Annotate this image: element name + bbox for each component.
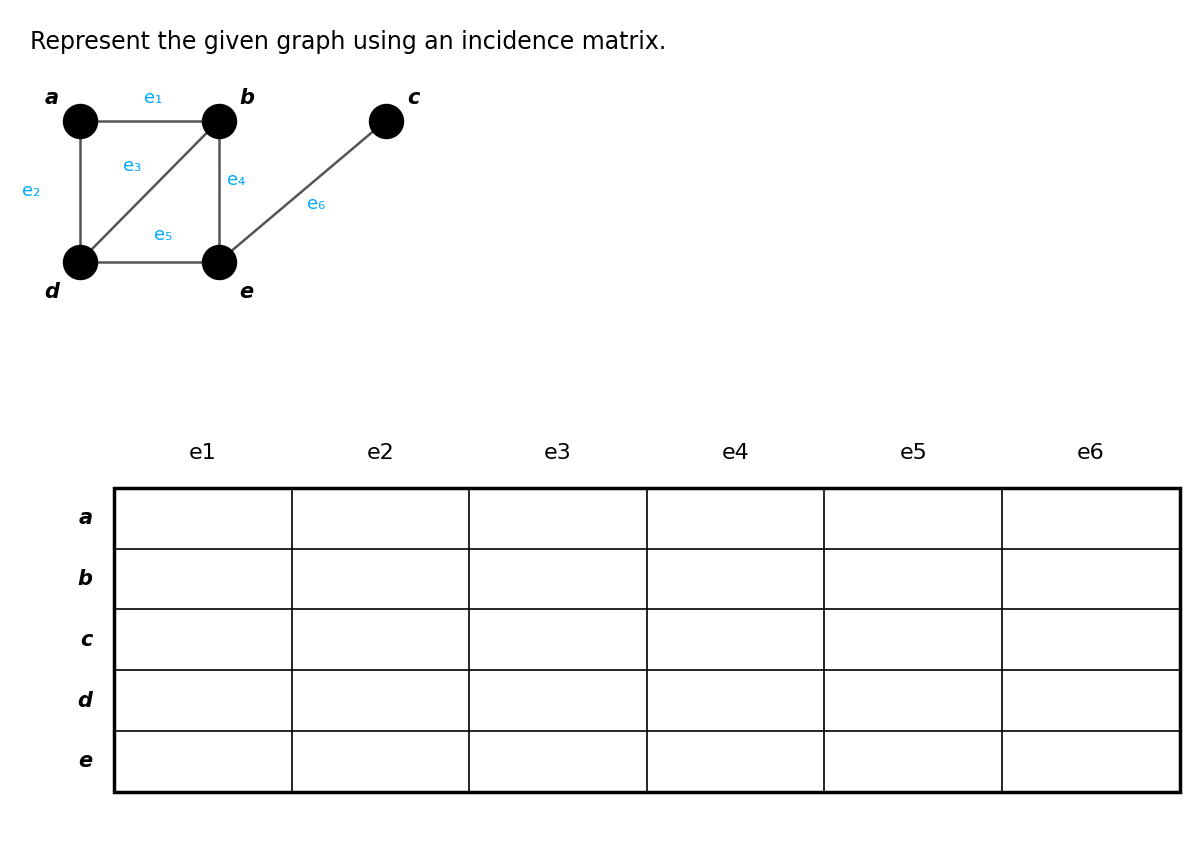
Text: e₅: e₅ xyxy=(154,226,173,244)
Text: e6: e6 xyxy=(1076,443,1105,463)
Text: e₆: e₆ xyxy=(307,196,325,213)
Text: e3: e3 xyxy=(544,443,572,463)
Text: b: b xyxy=(239,87,254,107)
Text: c: c xyxy=(408,87,420,107)
Text: e: e xyxy=(78,752,92,772)
Point xyxy=(377,113,396,127)
Text: d: d xyxy=(78,690,92,710)
Text: Represent the given graph using an incidence matrix.: Represent the given graph using an incid… xyxy=(30,30,666,55)
Text: b: b xyxy=(78,569,92,589)
Text: a: a xyxy=(44,87,59,107)
Text: e1: e1 xyxy=(188,443,217,463)
Text: e: e xyxy=(240,282,253,302)
Text: e₄: e₄ xyxy=(227,171,246,189)
Text: e₁: e₁ xyxy=(144,88,162,107)
Text: e4: e4 xyxy=(721,443,750,463)
Point xyxy=(209,113,228,127)
Text: e5: e5 xyxy=(899,443,928,463)
Text: e₂: e₂ xyxy=(22,182,40,200)
Point xyxy=(70,113,89,127)
Text: a: a xyxy=(78,508,92,528)
Point xyxy=(209,255,228,268)
Point xyxy=(70,255,89,268)
Text: e2: e2 xyxy=(366,443,395,463)
Text: c: c xyxy=(80,630,92,650)
Text: e₃: e₃ xyxy=(122,158,142,175)
Bar xyxy=(114,488,1180,792)
Text: d: d xyxy=(44,282,59,302)
